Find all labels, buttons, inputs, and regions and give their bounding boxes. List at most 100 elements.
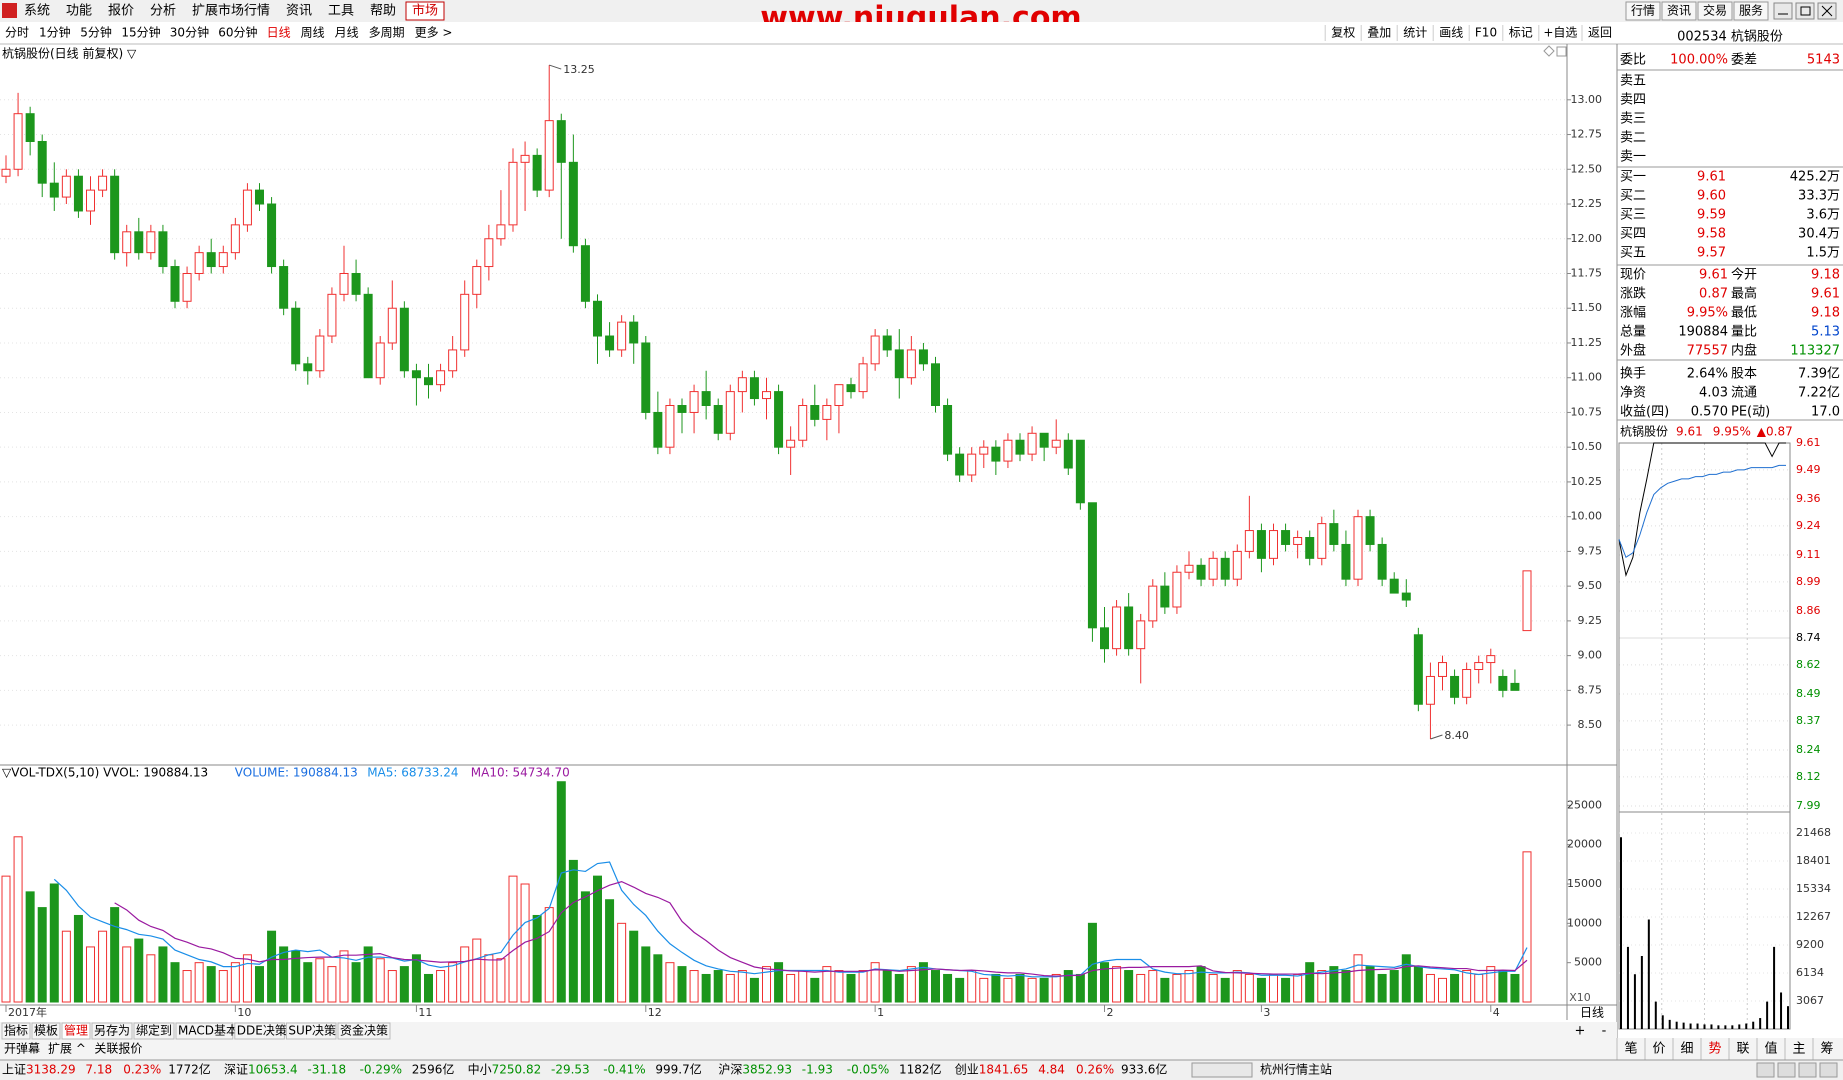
bottom-tab[interactable]: SUP决策 xyxy=(288,1024,336,1038)
candle-body xyxy=(484,238,494,268)
volume-bar xyxy=(580,891,590,1003)
menu-item[interactable]: 分析 xyxy=(150,4,176,19)
candle-body xyxy=(1244,530,1254,552)
right-tab[interactable]: 势 xyxy=(1708,1041,1721,1057)
period-tab[interactable]: 分时 xyxy=(5,26,29,40)
candle-body xyxy=(122,231,132,254)
period-tab[interactable]: 月线 xyxy=(335,26,359,40)
right-tab[interactable]: 笔 xyxy=(1624,1041,1637,1057)
right-tab[interactable]: 价 xyxy=(1652,1042,1665,1057)
candle-body xyxy=(303,363,313,372)
volume-bar xyxy=(834,970,844,1003)
x-tick-label: 2017年 xyxy=(8,1005,47,1019)
bid-volume: 425.2万 xyxy=(1790,170,1840,185)
stat-value: 7.22亿 xyxy=(1798,386,1840,401)
menu-item[interactable]: 帮助 xyxy=(370,4,396,19)
volume-bar xyxy=(713,970,723,1003)
bottom-tab[interactable]: 资金决策 xyxy=(340,1023,388,1038)
stat-label: 最低 xyxy=(1731,306,1757,321)
y-tick-label: 9.61 xyxy=(1796,436,1821,449)
tool-button[interactable]: 叠加 xyxy=(1367,26,1391,40)
right-tab[interactable]: 主 xyxy=(1792,1042,1805,1057)
menu-item[interactable]: 工具 xyxy=(328,4,354,19)
stat-value: 0.570 xyxy=(1691,405,1728,420)
stat-value: 7.39亿 xyxy=(1798,367,1840,382)
period-tab[interactable]: 15分钟 xyxy=(121,25,160,40)
y-tick-label: 9.49 xyxy=(1796,463,1821,476)
y-tick-label: 8.50 xyxy=(1578,718,1603,731)
tool-button[interactable]: 画线 xyxy=(1439,26,1463,40)
volume-bar xyxy=(110,907,120,1003)
stat-value: 9.95% xyxy=(1687,306,1728,321)
y-tick-label: 18401 xyxy=(1796,854,1831,867)
menu-item[interactable]: 报价 xyxy=(108,4,134,19)
y-tick-label: 25000 xyxy=(1567,798,1602,811)
bid-price: 9.61 xyxy=(1697,170,1726,185)
bottom-tab[interactable]: 另存为 xyxy=(94,1024,130,1038)
menu-item[interactable]: 扩展市场行情 xyxy=(192,3,270,19)
period-tab[interactable]: 5分钟 xyxy=(80,25,112,40)
top-button-label[interactable]: 资讯 xyxy=(1667,4,1691,18)
period-tab[interactable]: 1分钟 xyxy=(39,25,71,40)
period-tab[interactable]: 多周期 xyxy=(369,26,405,40)
period-tab[interactable]: 60分钟 xyxy=(218,25,257,40)
right-tab[interactable]: 值 xyxy=(1764,1041,1777,1057)
candle-body xyxy=(1160,585,1170,608)
tool-button[interactable]: 返回 xyxy=(1588,26,1612,40)
tool-button[interactable]: F10 xyxy=(1475,26,1497,40)
market-button-label[interactable]: 市场 xyxy=(412,3,438,19)
right-tab[interactable]: 联 xyxy=(1736,1042,1749,1057)
volume-bar xyxy=(1293,973,1303,1003)
period-tab[interactable]: 日线 xyxy=(267,26,291,40)
period-tab[interactable]: 周线 xyxy=(301,26,325,40)
low-label: 8.40 xyxy=(1444,729,1469,742)
bottom-tab[interactable]: DDE决策 xyxy=(237,1024,287,1038)
bottom-tab[interactable]: 绑定到 xyxy=(136,1023,172,1038)
candle-body xyxy=(1401,592,1411,601)
top-button-label[interactable]: 行情 xyxy=(1631,4,1655,18)
zoom-button[interactable]: + xyxy=(1575,1024,1586,1039)
volume-bar xyxy=(122,946,132,1003)
menu-item[interactable]: 系统 xyxy=(24,4,50,19)
top-button-label[interactable]: 交易 xyxy=(1703,3,1727,18)
bottom-tab[interactable]: 扩展 ^ xyxy=(48,1042,86,1056)
y-tick-label: 9.25 xyxy=(1578,614,1603,627)
volume-bar xyxy=(1196,966,1206,1003)
y-tick-label: 9.75 xyxy=(1578,544,1603,557)
y-tick-label: 10.75 xyxy=(1571,405,1603,418)
tool-button[interactable]: 复权 xyxy=(1331,26,1355,40)
right-tab[interactable]: 筹 xyxy=(1820,1041,1833,1057)
candle-body xyxy=(1172,571,1182,608)
menu-item[interactable]: 功能 xyxy=(66,4,92,19)
bottom-tab[interactable]: MACD基本 xyxy=(178,1024,238,1038)
quote-label: 委比 xyxy=(1620,53,1646,68)
candle-body xyxy=(351,272,361,295)
zoom-button[interactable]: - xyxy=(1602,1024,1607,1039)
status-pct: 0.26% xyxy=(1076,1063,1114,1077)
bottom-tab[interactable]: 管理 xyxy=(64,1023,88,1038)
right-tab[interactable]: 细 xyxy=(1680,1042,1693,1057)
period-tab[interactable]: 更多 > xyxy=(415,26,453,40)
menu-item[interactable]: 资讯 xyxy=(286,4,312,19)
period-tab[interactable]: 30分钟 xyxy=(170,25,209,40)
tool-button[interactable]: 标记 xyxy=(1509,26,1533,40)
tool-button[interactable]: 统计 xyxy=(1403,26,1427,40)
volume-bar xyxy=(1305,962,1315,1003)
bottom-tab[interactable]: 关联报价 xyxy=(94,1041,142,1056)
status-name: 创业 xyxy=(955,1063,979,1077)
bottom-tab[interactable]: 指标 xyxy=(4,1023,28,1038)
volume-bar xyxy=(472,938,482,1003)
bottom-tab[interactable]: 开弹幕 xyxy=(4,1042,40,1056)
y-tick-label: 15334 xyxy=(1796,882,1831,895)
volume-bar xyxy=(955,977,965,1003)
bottom-tab[interactable]: 模板 xyxy=(34,1024,58,1038)
bid-label: 买一 xyxy=(1620,170,1646,185)
candle-body xyxy=(1365,516,1375,545)
top-button-label[interactable]: 服务 xyxy=(1739,3,1763,18)
candle-body xyxy=(218,252,228,268)
stat-value: 9.61 xyxy=(1811,287,1840,302)
volume-bar xyxy=(629,930,639,1003)
tool-button[interactable]: +自选 xyxy=(1543,26,1577,40)
y-tick-label: 6134 xyxy=(1796,966,1824,979)
candle-body xyxy=(339,272,349,295)
